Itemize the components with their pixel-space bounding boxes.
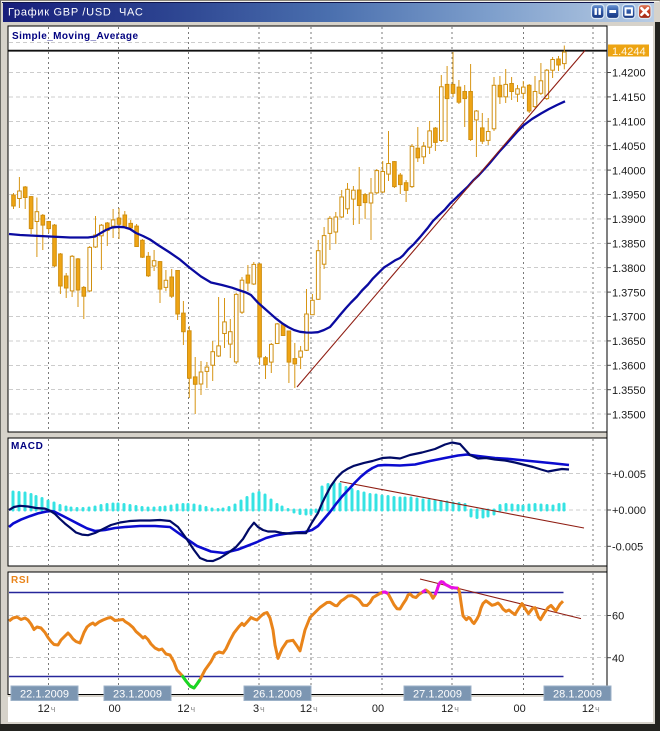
- svg-text:3: 3: [253, 703, 259, 715]
- svg-text:1.3800: 1.3800: [612, 263, 646, 275]
- svg-text:1.3900: 1.3900: [612, 214, 646, 226]
- svg-text:26.1.2009: 26.1.2009: [253, 689, 302, 701]
- svg-text:1.4100: 1.4100: [612, 117, 646, 129]
- svg-text:27.1.2009: 27.1.2009: [413, 689, 462, 701]
- svg-text:-0.005: -0.005: [612, 542, 643, 554]
- svg-text:ч: ч: [595, 704, 600, 714]
- svg-text:40: 40: [612, 653, 624, 665]
- svg-text:12: 12: [300, 703, 312, 715]
- svg-text:00: 00: [372, 703, 384, 715]
- svg-text:1.4244: 1.4244: [612, 46, 646, 58]
- svg-text:График GBP /USD ЧАС: График GBP /USD ЧАС: [8, 7, 144, 19]
- svg-text:ч: ч: [51, 704, 56, 714]
- svg-text:ч: ч: [454, 704, 459, 714]
- svg-text:1.4050: 1.4050: [612, 141, 646, 153]
- svg-text:1.3600: 1.3600: [612, 361, 646, 373]
- svg-text:1.4200: 1.4200: [612, 68, 646, 80]
- svg-text:1.3850: 1.3850: [612, 239, 646, 251]
- svg-text:1.3500: 1.3500: [612, 409, 646, 421]
- svg-text:12: 12: [177, 703, 189, 715]
- svg-text:MACD: MACD: [11, 441, 43, 452]
- svg-text:1.4150: 1.4150: [612, 92, 646, 104]
- svg-text:ч: ч: [191, 704, 196, 714]
- svg-text:22.1.2009: 22.1.2009: [20, 689, 69, 701]
- svg-text:23.1.2009: 23.1.2009: [113, 689, 162, 701]
- svg-text:00: 00: [513, 703, 525, 715]
- svg-text:1.3950: 1.3950: [612, 190, 646, 202]
- svg-text:12: 12: [582, 703, 594, 715]
- svg-text:00: 00: [108, 703, 120, 715]
- svg-text:+0.000: +0.000: [612, 505, 646, 517]
- svg-text:1.4000: 1.4000: [612, 165, 646, 177]
- svg-text:1.3700: 1.3700: [612, 312, 646, 324]
- svg-text:RSI: RSI: [11, 575, 29, 586]
- svg-text:60: 60: [612, 611, 624, 623]
- svg-text:28.1.2009: 28.1.2009: [553, 689, 602, 701]
- svg-text:12: 12: [38, 703, 50, 715]
- svg-text:1.3550: 1.3550: [612, 385, 646, 397]
- svg-text:1.3650: 1.3650: [612, 336, 646, 348]
- svg-text:ч: ч: [313, 704, 318, 714]
- svg-text:ч: ч: [260, 704, 265, 714]
- svg-text:12: 12: [441, 703, 453, 715]
- svg-text:1.3750: 1.3750: [612, 287, 646, 299]
- svg-text:+0.005: +0.005: [612, 469, 646, 481]
- svg-text:Simple_Moving_Average: Simple_Moving_Average: [12, 31, 138, 42]
